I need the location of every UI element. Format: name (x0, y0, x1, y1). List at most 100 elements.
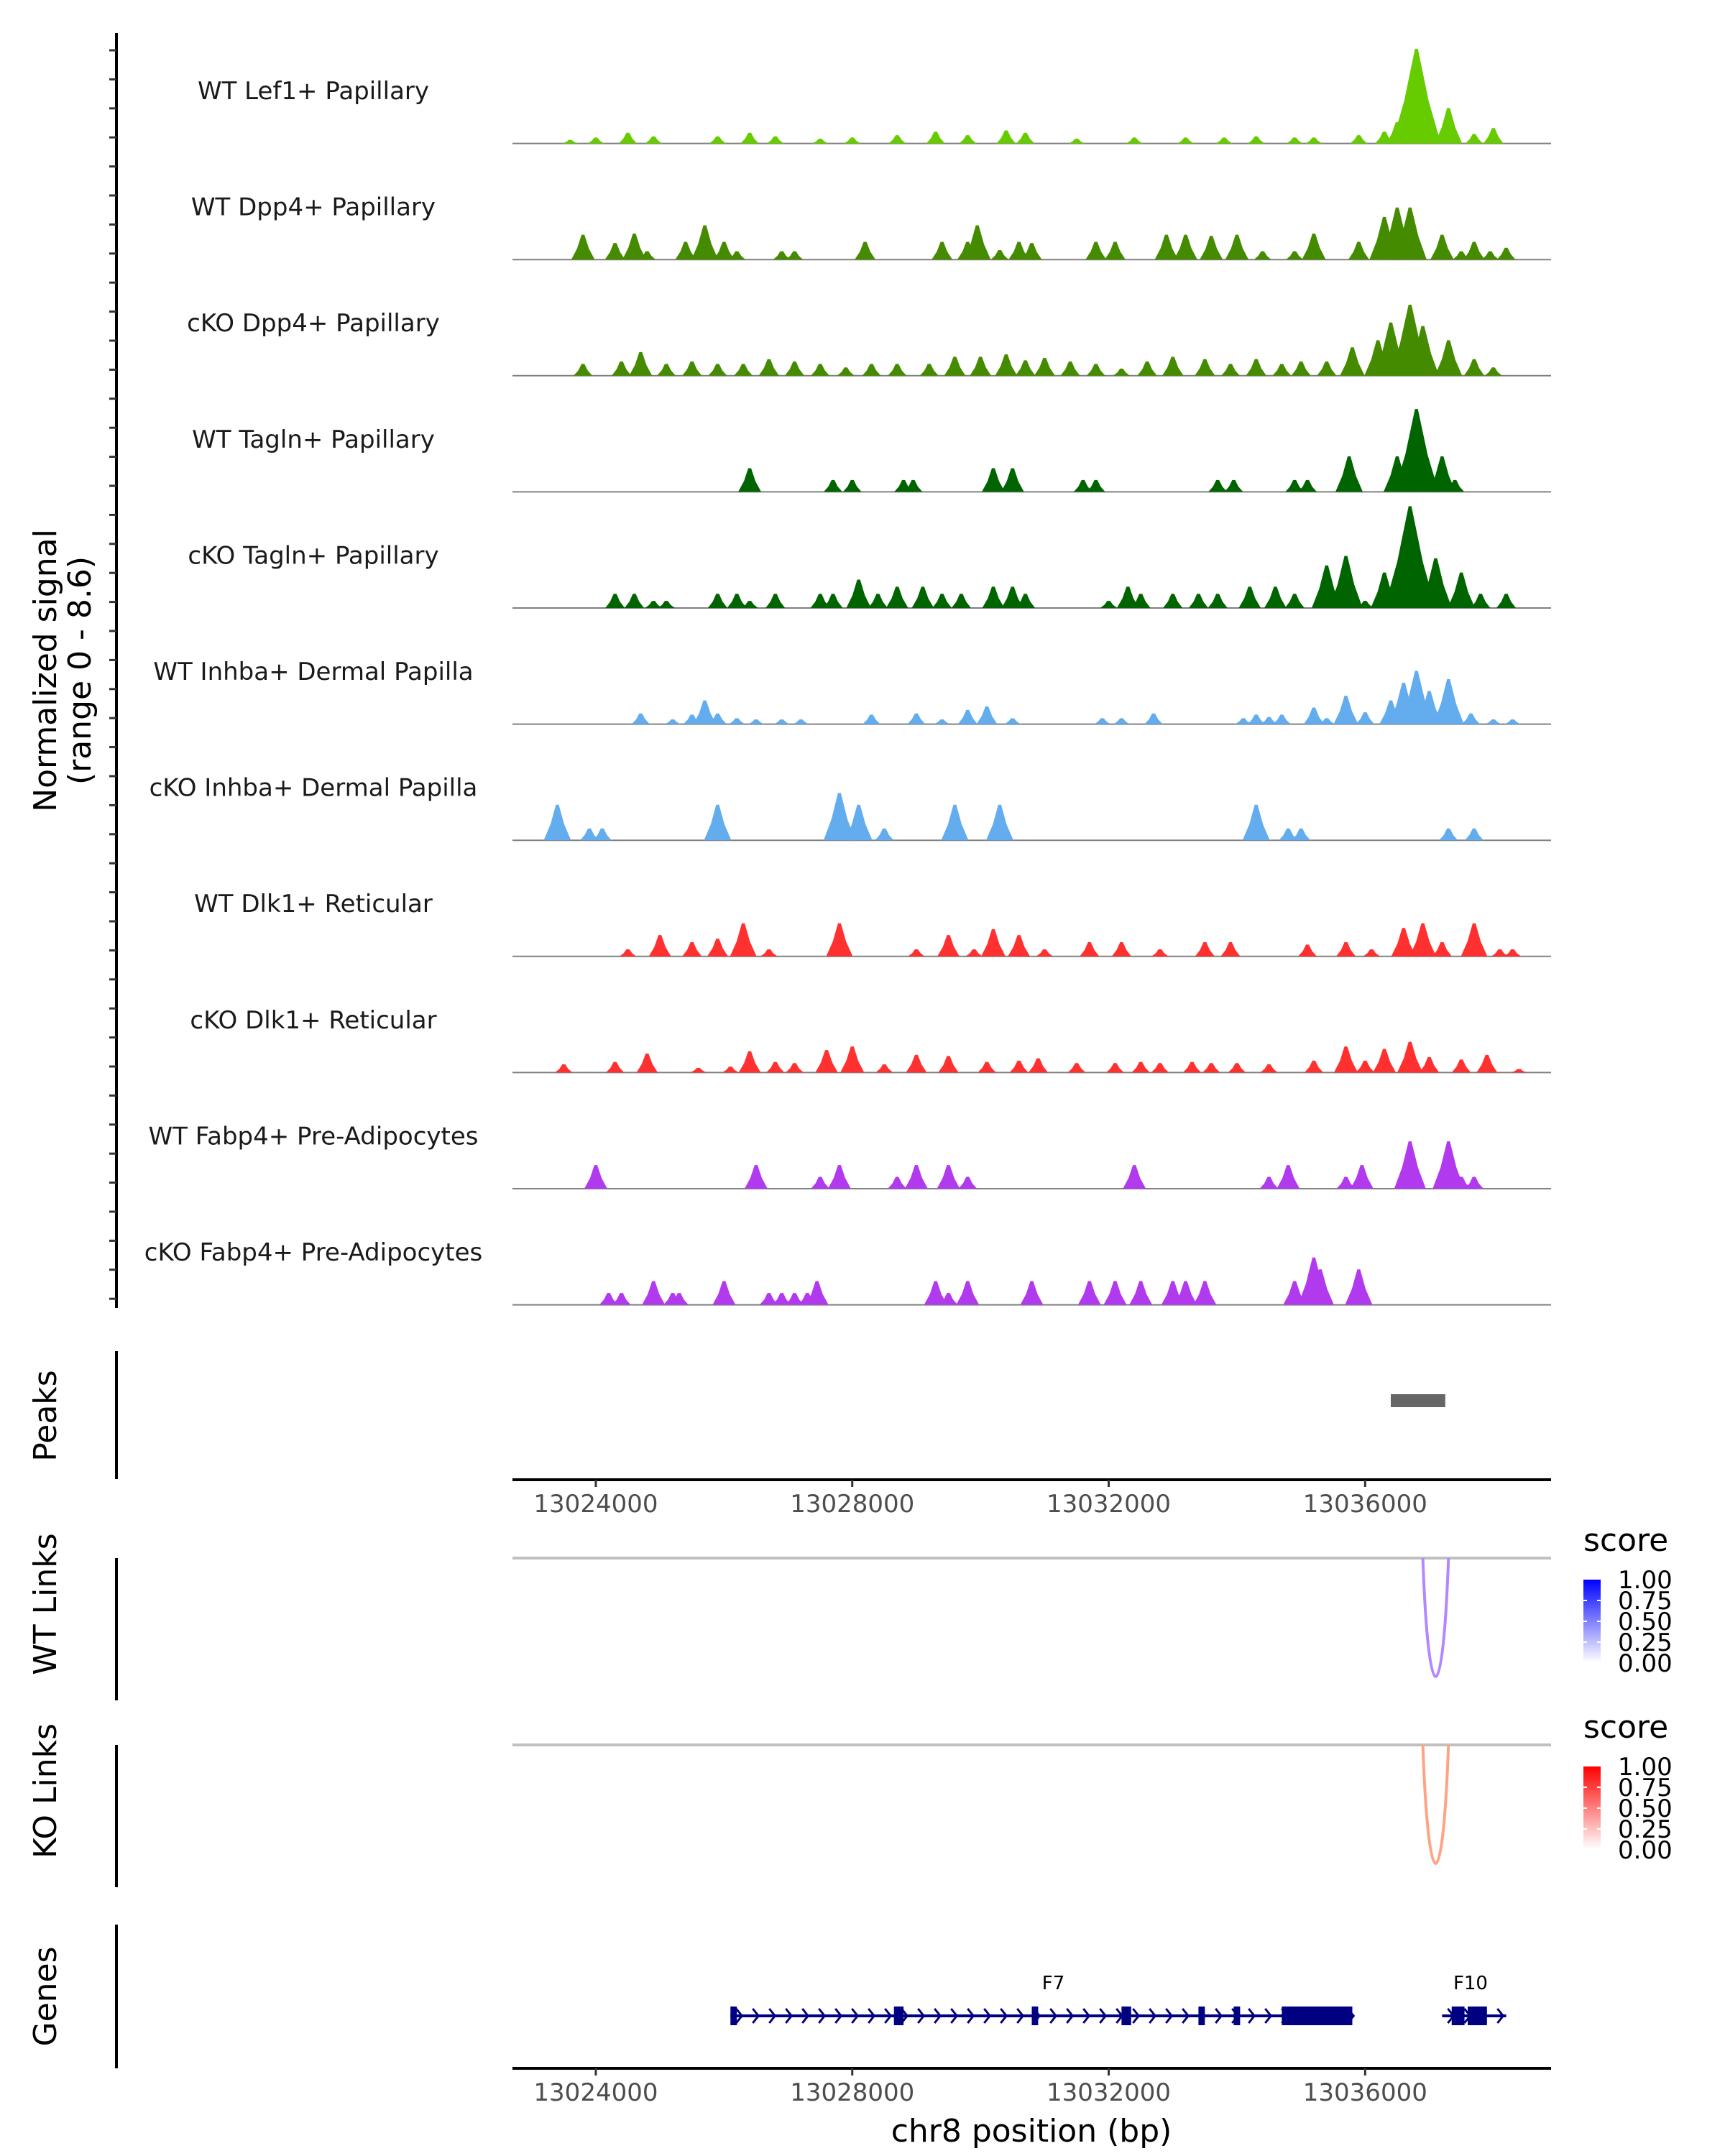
strand-arrow-icon (868, 2008, 876, 2024)
coverage-y-ticks (109, 49, 116, 1300)
coverage-peak (886, 586, 908, 608)
coverage-peak (772, 1293, 791, 1305)
coverage-peak (1485, 719, 1501, 724)
coverage-peak (1106, 1063, 1124, 1073)
coverage-peak (1034, 358, 1055, 376)
coverage-peak (826, 923, 853, 957)
coverage-peak (1464, 828, 1484, 841)
coverage-peak (1137, 361, 1157, 376)
coverage-peak (1272, 364, 1292, 376)
coverage-peak (708, 713, 727, 724)
coverage-peak (1208, 594, 1228, 608)
strand-arrow-icon (1016, 2008, 1025, 2024)
coverage-peak (1260, 1064, 1278, 1073)
coverage-peak (1260, 717, 1278, 724)
coverage-peak (645, 601, 663, 608)
coverage-peak (758, 359, 779, 376)
coverage-peak (1435, 108, 1463, 144)
coverage-track: WT Tagln+ Papillary (192, 409, 1551, 493)
coverage-peak (1397, 1041, 1423, 1073)
coverage-peak (939, 1293, 958, 1305)
coverage-peak (1021, 243, 1042, 260)
coverage-peak (1302, 233, 1326, 260)
coverage-peak (1483, 128, 1504, 144)
legend-title: score (1583, 1709, 1668, 1746)
coverage-peak (908, 949, 925, 957)
coverage-peak (963, 225, 991, 260)
gene-exon (1468, 2007, 1487, 2025)
coverage-peak (1246, 359, 1266, 376)
coverage-peak (956, 1281, 980, 1305)
genes-track: Genes F7 F10 (27, 1925, 1506, 2068)
coverage-peak (1163, 594, 1183, 608)
coverage-peak (584, 1165, 607, 1189)
coverage-peak (903, 479, 923, 492)
coverage-peak (1235, 718, 1252, 724)
coverage-peak (708, 364, 727, 376)
coverage-peak (1464, 1176, 1484, 1189)
strand-arrow-icon (735, 2008, 744, 2024)
gene-exon (730, 2007, 737, 2025)
coverage-peak (612, 1293, 631, 1305)
gene-model: F10 (1442, 1973, 1506, 2025)
coverage-track-label: WT Inhba+ Dermal Papilla (153, 658, 473, 686)
coverage-peak (840, 1046, 865, 1073)
coverage-track-label: WT Dlk1+ Reticular (194, 890, 433, 918)
coverage-peak (744, 1165, 768, 1189)
coverage-peak (976, 706, 998, 724)
coverage-peak (1305, 137, 1322, 144)
coverage-peak (1000, 468, 1024, 492)
coverage-track: cKO Fabp4+ Pre-Adipocytes (144, 1238, 1551, 1306)
legend-title: score (1583, 1522, 1668, 1559)
coverage-peak (862, 364, 881, 376)
coverage-peak (1221, 364, 1241, 376)
coverage-peak (1174, 1281, 1197, 1305)
coverage-peak (707, 939, 728, 957)
coverage-peak (811, 1176, 830, 1189)
coverage-peak (1317, 361, 1337, 376)
coverage-peak (618, 132, 638, 144)
coverage-track: WT Dlk1+ Reticular (194, 890, 1551, 957)
legend-break-label: 0.50 (1618, 1608, 1673, 1636)
coverage-peak (631, 713, 650, 724)
coverage-peak (1188, 594, 1209, 608)
coverage-peak (1333, 696, 1358, 724)
gene-model: F7 (730, 1973, 1356, 2025)
coverage-track-label: WT Lef1+ Papillary (198, 77, 429, 106)
coverage-y-axis (109, 33, 118, 1308)
coverage-peak (1340, 347, 1365, 376)
coverage-peak (657, 364, 676, 376)
coverage-peak (1298, 944, 1317, 957)
legend-break-label: 0.00 (1618, 1836, 1673, 1865)
coverage-peak (1008, 241, 1030, 260)
coverage-peak (727, 594, 747, 608)
coverage-peak (1123, 1165, 1146, 1189)
x-axis-top-tick-label: 13032000 (1046, 1490, 1171, 1519)
coverage-peak (934, 719, 950, 724)
strand-arrow-icon (934, 2008, 942, 2024)
x-axis-bottom-tick-label: 13028000 (790, 2078, 914, 2107)
coverage-peak (937, 935, 960, 957)
coverage-peak (675, 241, 696, 260)
coverage-peak (1104, 241, 1126, 260)
strand-arrow-icon (1099, 2008, 1108, 2024)
coverage-peak (1286, 251, 1304, 260)
coverage-peak (748, 719, 765, 724)
coverage-peak (1448, 572, 1476, 608)
coverage-track: cKO Dpp4+ Papillary (187, 305, 1551, 377)
coverage-peak (1154, 234, 1179, 260)
coverage-peak (1009, 1060, 1029, 1073)
score-legend: score 1.000.750.500.250.00 (1583, 1522, 1673, 1678)
strand-arrow-icon (1049, 2008, 1058, 2024)
coverage-peak (888, 364, 907, 376)
gene-exon (1031, 2007, 1039, 2025)
coverage-peak (958, 1176, 978, 1189)
coverage-peak (985, 804, 1013, 841)
coverage-peak (642, 1281, 666, 1305)
coverage-peak (766, 1061, 785, 1073)
coverage-peak (805, 1281, 829, 1305)
x-axis-title: chr8 position (bp) (891, 2113, 1172, 2150)
coverage-peak (1511, 1069, 1527, 1073)
coverage-peak (606, 1061, 625, 1073)
coverage-peak (555, 1064, 573, 1073)
